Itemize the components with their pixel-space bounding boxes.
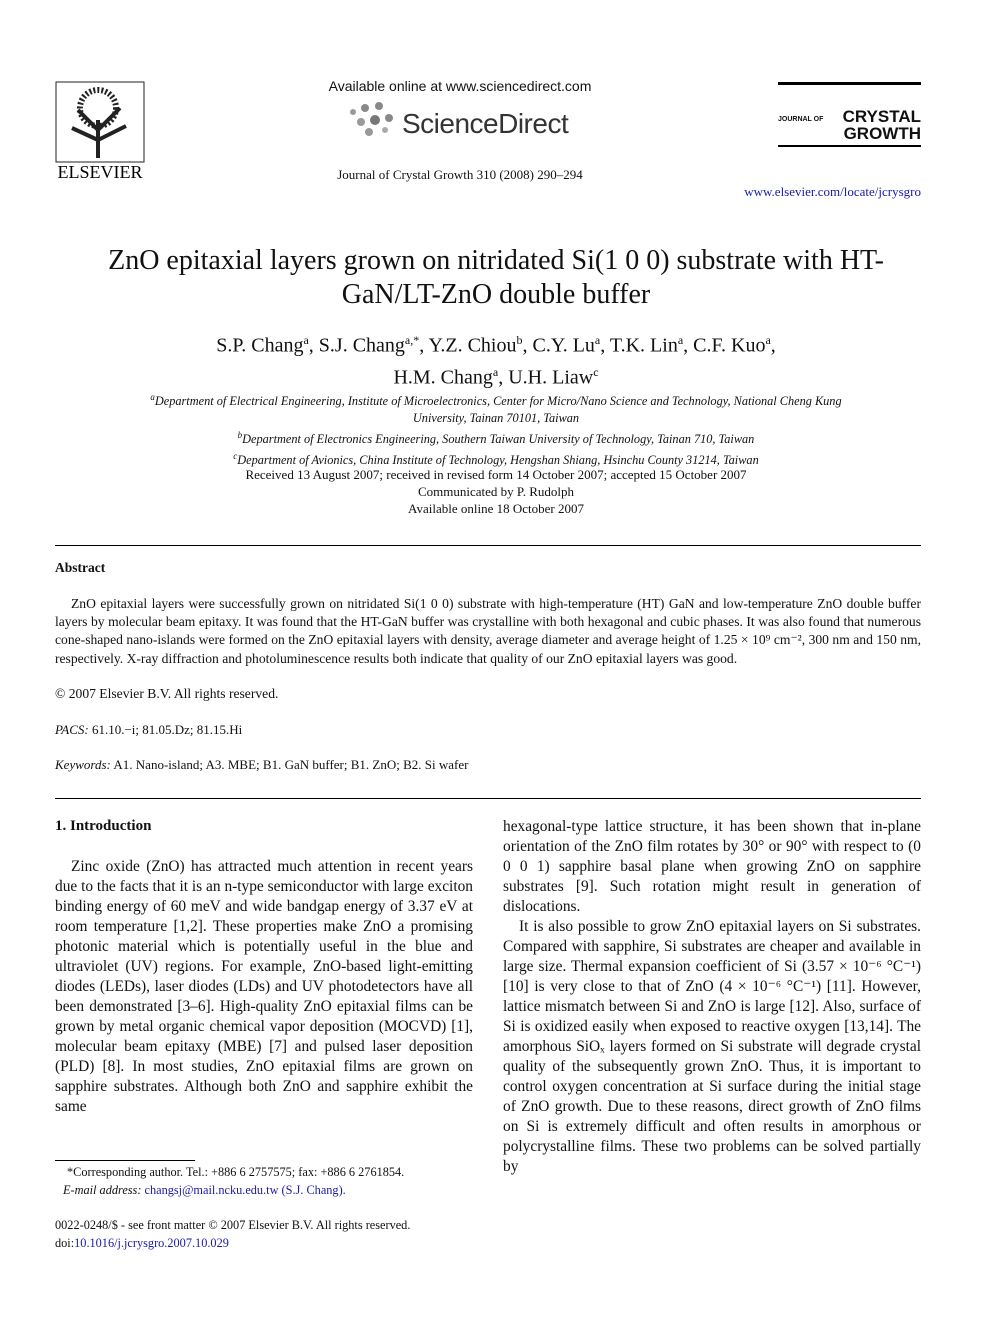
publisher: ELSEVIER bbox=[58, 162, 143, 182]
left-column: Zinc oxide (ZnO) has attracted much atte… bbox=[55, 857, 473, 1117]
footnote-rule bbox=[55, 1160, 195, 1161]
affiliation-mark: b bbox=[237, 430, 243, 441]
author-sup: a bbox=[677, 333, 684, 347]
date-line: Received 13 August 2007; received in rev… bbox=[245, 467, 747, 482]
sd-dots bbox=[350, 102, 393, 136]
dot bbox=[382, 127, 388, 133]
pacs-label: PACS: bbox=[55, 722, 89, 737]
issn: 0022-0248/$ - see front matter © 2007 El… bbox=[55, 1218, 411, 1232]
dot bbox=[357, 118, 365, 126]
author-name: , U.H. Liaw bbox=[498, 366, 594, 389]
author-name: S.P. Chang bbox=[216, 334, 304, 357]
dot bbox=[361, 104, 369, 112]
journal-logo: CRYSTAL GROWTH bbox=[830, 108, 921, 142]
paragraph: Zinc oxide (ZnO) has attracted much atte… bbox=[55, 858, 473, 1115]
author-sup: b bbox=[516, 333, 523, 347]
abstract-heading: Abstract bbox=[55, 560, 106, 575]
author-sup: a,* bbox=[404, 333, 420, 347]
logo-bottom: GROWTH bbox=[843, 124, 921, 143]
author-line: H.M. Changa, U.H. Liawc bbox=[80, 359, 912, 391]
keywords: Keywords: A1. Nano-island; A3. MBE; B1. … bbox=[55, 757, 468, 773]
author-line: S.P. Changa, S.J. Changa,*, Y.Z. Chioub,… bbox=[80, 327, 912, 359]
citation: Journal of Crystal Growth 310 (2008) 290… bbox=[337, 167, 583, 182]
brand: ScienceDirect bbox=[402, 108, 569, 139]
author-sup: a bbox=[765, 333, 771, 347]
author-name: , S.J. Chang bbox=[308, 334, 405, 357]
paragraph: hexagonal-type lattice structure, it has… bbox=[503, 818, 921, 915]
author-name: , C.Y. Lu bbox=[522, 334, 595, 357]
author-name: H.M. Chang bbox=[393, 366, 493, 389]
logo-top: CRYSTAL bbox=[842, 107, 921, 126]
right-column: hexagonal-type lattice structure, it has… bbox=[503, 817, 921, 1177]
affiliation-mark: c bbox=[233, 451, 238, 462]
author-sup: c bbox=[593, 364, 599, 379]
logo-frame bbox=[55, 81, 145, 163]
elsevier-logo: ELSEVIER bbox=[55, 81, 145, 182]
doi[interactable]: 10.1016/j.jcrysgro.2007.10.029 bbox=[74, 1236, 229, 1250]
author-name: , T.K. Lin bbox=[600, 334, 678, 357]
keywords-label: Keywords: bbox=[55, 757, 111, 772]
logo-foliage bbox=[77, 87, 119, 129]
logo-rule bbox=[778, 145, 921, 147]
logo-small: JOURNAL OF bbox=[778, 116, 824, 123]
email-label: E-mail address: bbox=[63, 1183, 142, 1197]
paper-title: ZnO epitaxial layers grown on nitridated… bbox=[108, 245, 884, 310]
affiliation-mark: a bbox=[150, 392, 155, 402]
paragraph: It is also possible to grow ZnO epitaxia… bbox=[503, 918, 921, 1175]
affiliation-text: Department of Electrical Engineering, In… bbox=[154, 394, 842, 426]
date-line: Communicated by P. Rudolph bbox=[418, 484, 574, 499]
affiliation: aDepartment of Electrical Engineering, I… bbox=[140, 389, 852, 427]
dot bbox=[375, 102, 383, 110]
author-name: , Y.Z. Chiou bbox=[419, 334, 517, 357]
rule bbox=[55, 545, 921, 546]
pacs: PACS: 61.10.−i; 81.05.Dz; 81.15.Hi bbox=[55, 722, 242, 738]
footer: 0022-0248/$ - see front matter © 2007 El… bbox=[55, 1216, 410, 1252]
email[interactable]: changsj@mail.ncku.edu.tw (S.J. Chang). bbox=[144, 1183, 346, 1197]
affiliation: cDepartment of Avionics, China Institute… bbox=[140, 448, 852, 469]
affiliation: bDepartment of Electronics Engineering, … bbox=[140, 427, 852, 448]
footnote: *Corresponding author. Tel.: +886 6 2757… bbox=[55, 1163, 475, 1199]
affiliations: aDepartment of Electrical Engineering, I… bbox=[140, 389, 852, 469]
doi-label: doi: bbox=[55, 1236, 75, 1250]
dot bbox=[350, 109, 356, 115]
affiliation-text: Department of Avionics, China Institute … bbox=[237, 453, 759, 468]
author-sup: a bbox=[594, 333, 601, 347]
author-name: , C.F. Kuo bbox=[683, 334, 766, 357]
dot bbox=[385, 114, 393, 122]
dates: Received 13 August 2007; received in rev… bbox=[140, 466, 852, 517]
affiliation-text: Department of Electronics Engineering, S… bbox=[242, 432, 755, 447]
author-name: , bbox=[770, 334, 776, 357]
section-heading: 1. Introduction bbox=[55, 818, 152, 834]
dot bbox=[365, 128, 373, 136]
rule bbox=[55, 798, 921, 799]
abstract-text: ZnO epitaxial layers were successfully g… bbox=[55, 596, 921, 666]
date-line: Available online 18 October 2007 bbox=[408, 501, 584, 516]
corresponding: *Corresponding author. Tel.: +886 6 2757… bbox=[67, 1165, 405, 1179]
dot bbox=[370, 115, 380, 125]
authors: S.P. Changa, S.J. Changa,*, Y.Z. Chioub,… bbox=[80, 327, 912, 390]
journal-url[interactable]: www.elsevier.com/locate/jcrysgro bbox=[744, 184, 921, 199]
author-sup: a bbox=[492, 364, 499, 379]
copyright: © 2007 Elsevier B.V. All rights reserved… bbox=[55, 686, 279, 701]
available-online: Available online at www.sciencedirect.co… bbox=[328, 78, 592, 94]
author-sup: a bbox=[303, 333, 309, 347]
keywords-text: A1. Nano-island; A3. MBE; B1. GaN buffer… bbox=[113, 757, 469, 772]
logo-rule bbox=[778, 82, 921, 85]
pacs-text: 61.10.−i; 81.05.Dz; 81.15.Hi bbox=[91, 722, 243, 737]
